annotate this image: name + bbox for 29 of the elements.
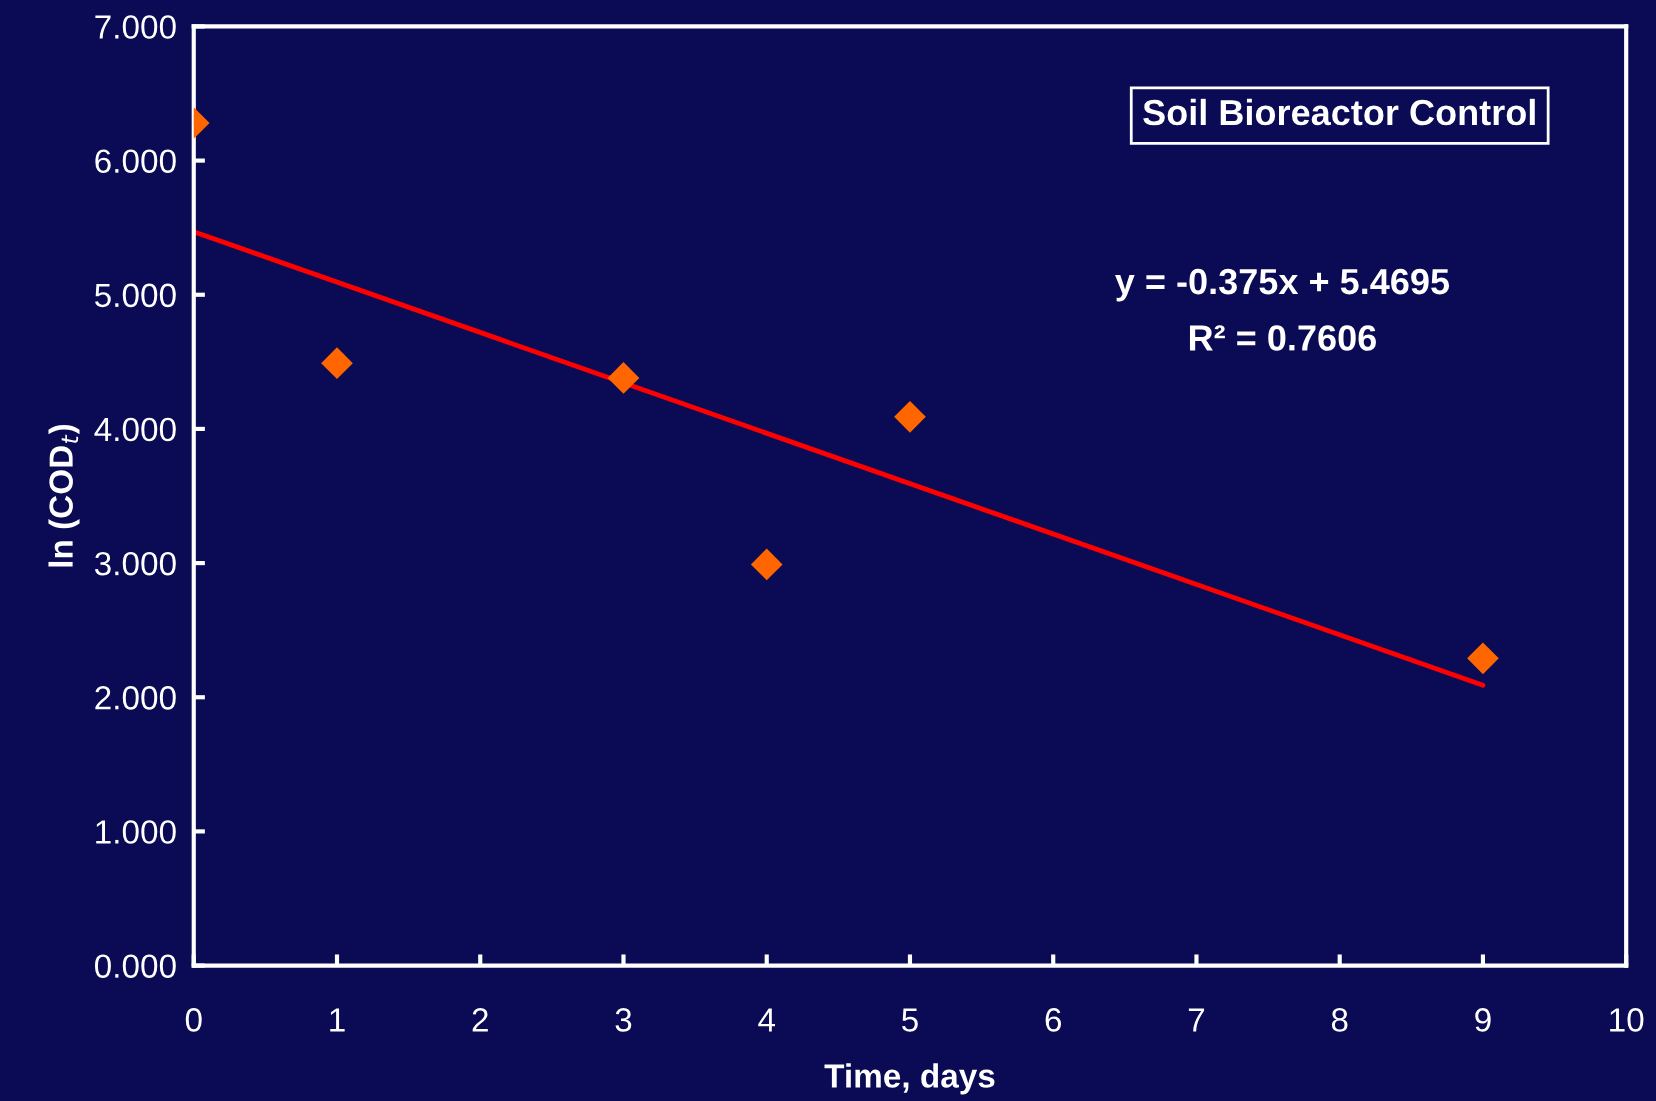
point xyxy=(607,362,640,394)
y-tick-label: 6.000 xyxy=(95,149,176,173)
point xyxy=(750,548,783,581)
x-tick-label: 1 xyxy=(330,1008,345,1032)
y-tick-label: 2.000 xyxy=(95,686,176,710)
x-tick-label: 8 xyxy=(1331,1008,1348,1032)
point xyxy=(1467,642,1499,675)
y-axis-title: ln (COD$_{t}$) xyxy=(48,424,80,567)
x-tick-label: 7 xyxy=(1188,1008,1205,1032)
annotation: Soil Bioreactor Control xyxy=(1143,98,1535,126)
y-tick-label: 7.000 xyxy=(95,15,176,39)
x-tick-label: 5 xyxy=(902,1008,918,1032)
x-tick-label: 9 xyxy=(1475,1008,1491,1032)
x-tick-label: 3 xyxy=(615,1008,632,1032)
x-tick-label: 0 xyxy=(185,1008,202,1032)
x-tick-label: 2 xyxy=(472,1008,488,1032)
x-tick-label: 6 xyxy=(1045,1008,1062,1032)
x-tick-label: 10 xyxy=(1610,1008,1644,1032)
point xyxy=(321,347,353,380)
annotation: y = -0.375x + 5.4695 xyxy=(1115,268,1450,302)
x-tick-label: 4 xyxy=(758,1008,776,1032)
annotation: R² = 0.7606 xyxy=(1189,325,1376,351)
y-tick-label: 4.000 xyxy=(94,417,176,442)
x-axis-title: Time, days xyxy=(824,1063,995,1095)
y-tick-label: 1.000 xyxy=(96,820,176,844)
point xyxy=(894,401,926,433)
y-tick-label: 0.000 xyxy=(94,954,176,978)
y-tick-label: 5.000 xyxy=(95,283,176,308)
y-tick-label: 3.000 xyxy=(94,551,176,576)
